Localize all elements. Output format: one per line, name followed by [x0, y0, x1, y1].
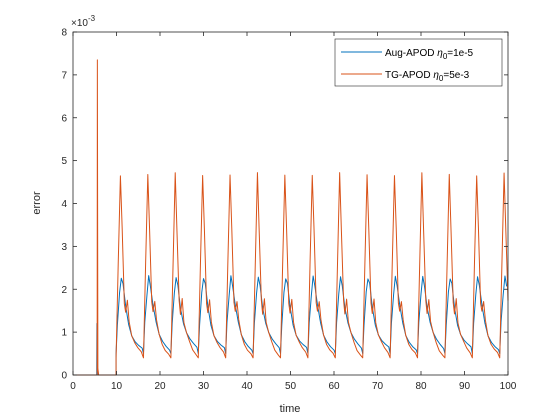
x-tick-label: 20: [154, 381, 166, 392]
y-tick-label: 4: [61, 199, 67, 210]
y-tick-label: 0: [61, 371, 67, 382]
x-tick-label: 90: [459, 381, 471, 392]
y-tick-label: 7: [61, 70, 67, 81]
x-tick-label: 70: [372, 381, 384, 392]
x-tick-label: 80: [415, 381, 427, 392]
y-tick-label: 6: [61, 113, 67, 124]
y-tick-label: 1: [61, 328, 67, 339]
x-tick-label: 60: [328, 381, 340, 392]
legend: Aug-APOD η0=1e-5 TG-APOD η0=5e-3: [334, 38, 503, 87]
y-tick-label: 3: [61, 242, 67, 253]
x-tick-label: 10: [111, 381, 123, 392]
legend-label-aug-apod: Aug-APOD η0=1e-5: [385, 48, 474, 61]
x-tick-label: 50: [285, 381, 297, 392]
y-tick-label: 8: [61, 28, 67, 39]
series-layer: [73, 59, 509, 376]
series-line-tg-apod: [73, 59, 509, 376]
y-exponent-label: ×10-3: [71, 14, 96, 29]
exponent-base: ×10: [71, 18, 88, 29]
y-tick-label: 2: [61, 285, 67, 296]
series-line-aug-apod: [73, 275, 508, 376]
exponent-power: -3: [88, 14, 96, 23]
legend-label-tg-apod: TG-APOD η0=5e-3: [385, 70, 470, 83]
x-tick-label: 30: [198, 381, 210, 392]
legend-box: [334, 38, 503, 87]
x-tick-label: 100: [500, 381, 517, 392]
x-tick-label: 0: [70, 381, 76, 392]
ticks-layer: 0 10 20 30 40 50 60 70 80 90 100 0 1 2 3 4 5 6 7 8: [61, 28, 516, 393]
x-axis-label: time: [280, 403, 301, 415]
y-tick-label: 5: [61, 156, 67, 167]
x-tick-label: 40: [241, 381, 253, 392]
y-axis-label: error: [31, 191, 43, 215]
